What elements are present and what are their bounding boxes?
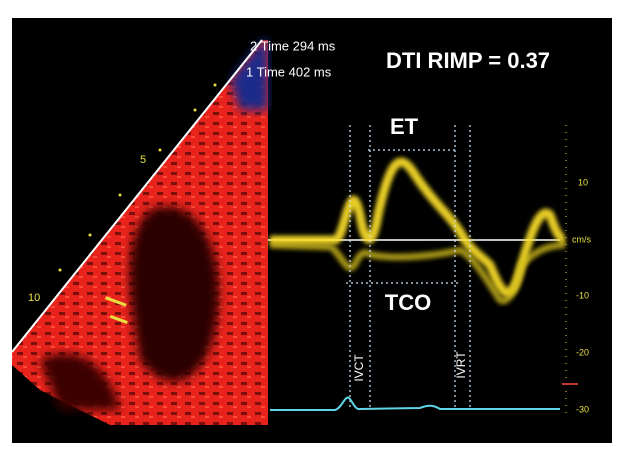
title: DTI RIMP = 0.37 (386, 48, 550, 73)
ecg-trace (270, 396, 560, 411)
sector: 5 10 (11, 39, 268, 425)
tco-label: TCO (385, 290, 431, 315)
time-label: 2 Time 294 ms (250, 38, 336, 53)
scale-tick: 10 (578, 177, 588, 187)
scale-tick: -30 (576, 404, 589, 414)
time-label: 1 Time 402 ms (246, 64, 332, 79)
scale-unit: cm/s (572, 234, 591, 244)
scale-tick: -10 (576, 290, 589, 300)
scale-tick: -20 (576, 347, 589, 357)
doppler-trace (268, 157, 567, 305)
interval-lines (346, 125, 471, 410)
velocity-scale: 10 cm/s -10 -20 -30 (562, 125, 591, 415)
ivrt-label: IVRT (454, 351, 468, 379)
depth-label: 5 (140, 154, 146, 166)
et-label: ET (390, 114, 419, 139)
ivct-label: IVCT (352, 354, 366, 382)
depth-label: 10 (28, 292, 40, 304)
